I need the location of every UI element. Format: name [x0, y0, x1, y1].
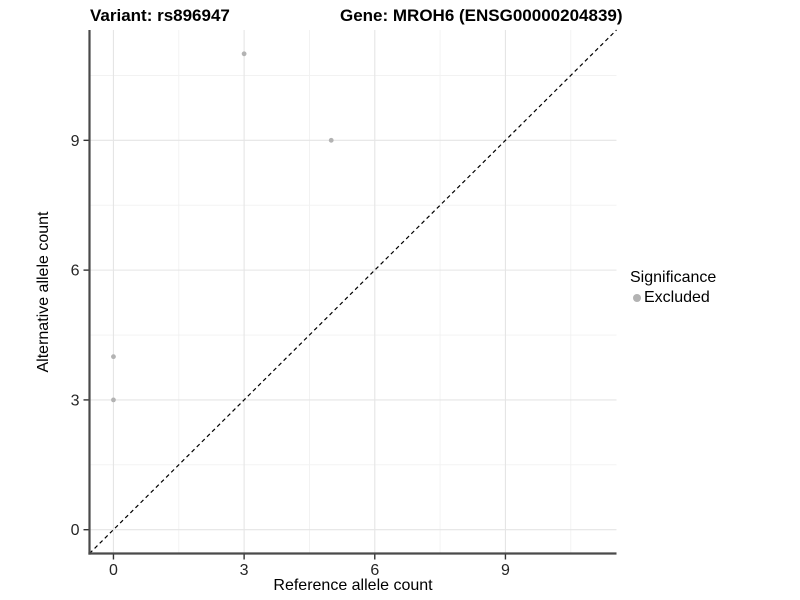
x-tick-label: 9 [501, 562, 510, 579]
y-axis-label: Alternative allele count [35, 211, 52, 373]
data-point [111, 354, 116, 360]
y-tick-label: 0 [71, 522, 80, 539]
data-point [241, 51, 247, 57]
x-tick-label: 3 [240, 562, 249, 579]
y-tick-label: 9 [71, 133, 80, 150]
y-tick-label: 3 [71, 392, 80, 409]
legend: Significance Excluded [630, 269, 716, 307]
plot-title-variant: Variant: rs896947 [90, 6, 230, 25]
y-tick-label: 6 [71, 263, 80, 280]
plot-title-gene: Gene: MROH6 (ENSG00000204839) [340, 6, 623, 25]
x-tick-label: 6 [370, 562, 379, 579]
x-tick-label: 0 [109, 562, 118, 579]
legend-item-excluded: Excluded [633, 289, 716, 307]
x-axis-label: Reference allele count [273, 577, 433, 594]
data-point [328, 137, 334, 143]
identity-dashed-line [89, 29, 617, 554]
legend-title: Significance [630, 269, 717, 286]
legend-key-dot-icon [633, 294, 641, 302]
data-point [111, 397, 116, 403]
legend-item-label: Excluded [644, 289, 710, 306]
